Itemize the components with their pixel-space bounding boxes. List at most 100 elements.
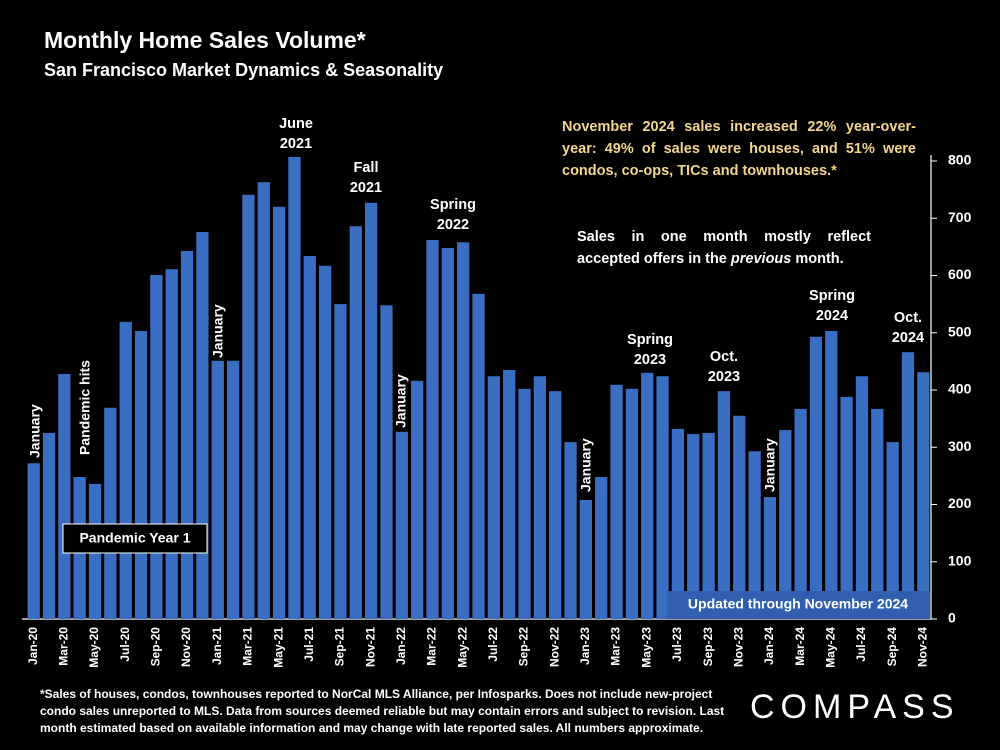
x-tick-label: Nov-24: [916, 627, 930, 667]
bar: [150, 274, 163, 619]
bar: [426, 240, 439, 619]
x-tick-label: Sep-23: [701, 627, 715, 667]
bar: [211, 360, 224, 619]
annotation: 2023: [708, 369, 740, 385]
annotation: Spring: [809, 288, 855, 304]
bar: [104, 407, 117, 619]
bar: [349, 226, 362, 619]
annotation: 2022: [437, 217, 469, 233]
bar: [165, 269, 178, 619]
bar: [855, 376, 869, 619]
annotation: January: [210, 304, 226, 358]
bar: [779, 430, 792, 619]
callout: Pandemic Year 1: [79, 530, 190, 546]
x-tick-label: Jan-23: [578, 627, 592, 665]
x-tick-label: Mar-23: [609, 627, 623, 666]
callout-box: [62, 523, 208, 554]
bar: [334, 304, 347, 619]
bar: [503, 369, 516, 619]
bar: [411, 380, 424, 619]
y-tick-label: 300: [948, 438, 972, 454]
bar: [917, 372, 930, 619]
bar: [42, 432, 56, 619]
bar: [272, 206, 286, 620]
note: Sales in one month mostly reflect accept…: [577, 226, 871, 270]
bar: [441, 248, 454, 619]
bar: [242, 194, 255, 619]
bar: [134, 331, 148, 619]
bar: [825, 331, 838, 619]
x-tick-label: May-22: [455, 627, 469, 668]
x-tick-label: Jul-22: [486, 627, 500, 662]
note: November 2024 sales increased 22% year-o…: [562, 119, 916, 179]
y-tick-label: 400: [948, 381, 972, 397]
x-tick-label: Sep-22: [517, 627, 531, 667]
bar: [763, 497, 777, 619]
y-tick-label: 0: [948, 610, 956, 626]
x-tick-label: Jan-24: [762, 627, 776, 665]
bar: [901, 352, 915, 619]
bar: [748, 451, 761, 619]
bar: [886, 442, 899, 619]
bar: [579, 499, 593, 619]
bar: [364, 202, 378, 620]
bar: [717, 391, 731, 619]
x-tick-label: May-23: [639, 627, 653, 668]
bar: [226, 360, 240, 619]
annotation: January: [27, 404, 43, 458]
y-tick-label: 100: [948, 552, 972, 568]
y-tick-label: 600: [948, 266, 972, 282]
bar: [687, 434, 700, 619]
bar: [487, 376, 500, 619]
annotation: Spring: [627, 332, 673, 348]
bar: [733, 415, 746, 619]
bar: [533, 376, 546, 619]
bar: [871, 408, 884, 619]
x-tick-label: Jan-22: [394, 627, 408, 665]
bar: [303, 256, 316, 619]
x-tick-label: Sep-21: [333, 627, 347, 667]
bar: [180, 250, 194, 619]
x-tick-label: May-24: [823, 627, 837, 668]
bar: [58, 373, 71, 619]
bar: [380, 305, 393, 619]
chart-title: Monthly Home Sales Volume*: [44, 27, 366, 53]
y-tick-label: 500: [948, 323, 972, 339]
bar: [794, 408, 807, 619]
x-tick-label: Nov-21: [363, 627, 377, 667]
x-tick-label: May-21: [271, 627, 285, 668]
x-tick-label: Mar-22: [425, 627, 439, 666]
bar: [518, 388, 531, 619]
x-tick-label: Jan-21: [210, 627, 224, 665]
annotation: 2021: [350, 180, 382, 196]
bar: [196, 231, 209, 620]
x-tick-label: Jan-20: [26, 627, 40, 665]
x-tick-label: Mar-20: [57, 627, 71, 666]
bar: [472, 293, 485, 619]
x-tick-label: Sep-20: [149, 627, 163, 667]
x-tick-label: Nov-23: [731, 627, 745, 667]
annotation: January: [393, 374, 409, 428]
x-tick-label: Jul-21: [302, 627, 316, 662]
y-tick-label: 700: [948, 209, 972, 225]
bar: [641, 372, 654, 619]
annotation: Pandemic hits: [77, 360, 93, 455]
annotation: Oct.: [710, 349, 738, 365]
logo: COMPASS: [750, 688, 960, 726]
bar: [318, 265, 332, 619]
note-text: Sales in one month mostly reflect accept…: [577, 229, 871, 267]
callout: Updated through November 2024: [688, 596, 908, 612]
x-tick-label: Nov-22: [547, 627, 561, 667]
x-tick-label: Jul-23: [670, 627, 684, 662]
callout-box: [667, 591, 930, 619]
bar: [671, 428, 685, 619]
bar: [457, 242, 470, 620]
annotation: 2024: [892, 330, 924, 346]
bar: [549, 391, 562, 619]
bar: [119, 321, 132, 619]
bar: [610, 384, 623, 619]
x-tick-label: Jul-20: [118, 627, 132, 662]
x-tick-label: Mar-21: [241, 627, 255, 666]
annotation: 2023: [634, 352, 666, 368]
x-tick-label: Mar-24: [793, 627, 807, 666]
